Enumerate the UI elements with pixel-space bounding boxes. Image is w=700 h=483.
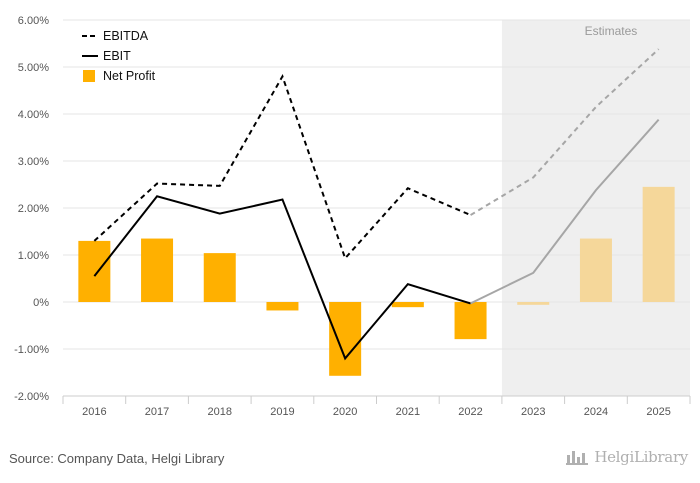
y-tick-label: 6.00% — [18, 15, 49, 27]
y-tick-label: 1.00% — [18, 250, 49, 262]
legend-label-ebitda: EBITDA — [103, 29, 149, 43]
y-tick-label: -1.00% — [14, 344, 49, 356]
bar-net-profit — [517, 302, 550, 305]
bar-net-profit — [141, 238, 174, 302]
bars — [78, 186, 675, 376]
x-tick-label: 2016 — [82, 406, 106, 418]
line-ebit-estimate — [470, 118, 660, 305]
x-tick-label: 2025 — [646, 406, 670, 418]
legend: EBITDA EBIT Net Profit — [82, 29, 156, 83]
x-tick-label: 2020 — [333, 406, 357, 418]
y-axis: -2.00% -1.00% 0% 1.00% 2.00% 3.00% 4.00% 5.00% 6… — [14, 15, 49, 403]
bar-net-profit — [78, 240, 111, 302]
x-tick-label: 2021 — [396, 406, 420, 418]
bar-net-profit — [266, 302, 299, 311]
x-tick-label: 2024 — [584, 406, 608, 418]
logo-icon — [566, 451, 589, 465]
x-tick-label: 2019 — [270, 406, 294, 418]
bar-net-profit — [329, 302, 362, 376]
bar-net-profit — [391, 302, 424, 308]
bar-net-profit — [454, 302, 487, 340]
legend-label-ebit: EBIT — [103, 49, 131, 63]
y-tick-label: 5.00% — [18, 62, 49, 74]
x-tick-label: 2017 — [145, 406, 169, 418]
legend-label-net-profit: Net Profit — [103, 69, 156, 83]
series-lines — [93, 48, 660, 361]
bar-net-profit — [642, 186, 675, 302]
y-tick-label: 3.00% — [18, 156, 49, 168]
y-tick-label: 2.00% — [18, 203, 49, 215]
bar-net-profit — [579, 238, 612, 302]
line-ebit-actual — [93, 195, 471, 361]
x-tick-label: 2022 — [458, 406, 482, 418]
x-axis: 2016 2017 2018 2019 2020 2021 2022 2023 2024 2025 — [62, 395, 691, 418]
x-tick-label: 2023 — [521, 406, 545, 418]
y-tick-label: -2.00% — [14, 391, 49, 403]
chart: Estimates -2.00% -1.00% 0% 1.00% 2.00% 3.00% 4… — [14, 15, 691, 418]
logo-text: HelgiLibrary — [594, 448, 688, 466]
y-tick-label: 0% — [33, 297, 49, 309]
legend-swatch-net-profit — [83, 70, 95, 82]
helgi-library-logo: HelgiLibrary — [566, 448, 688, 466]
x-tick-label: 2018 — [208, 406, 232, 418]
line-ebitda-actual — [93, 73, 471, 261]
line-ebitda-estimate — [470, 48, 660, 216]
estimates-label: Estimates — [585, 24, 638, 38]
source-note: Source: Company Data, Helgi Library — [9, 451, 225, 466]
y-tick-label: 4.00% — [18, 109, 49, 121]
bar-net-profit — [203, 253, 236, 302]
